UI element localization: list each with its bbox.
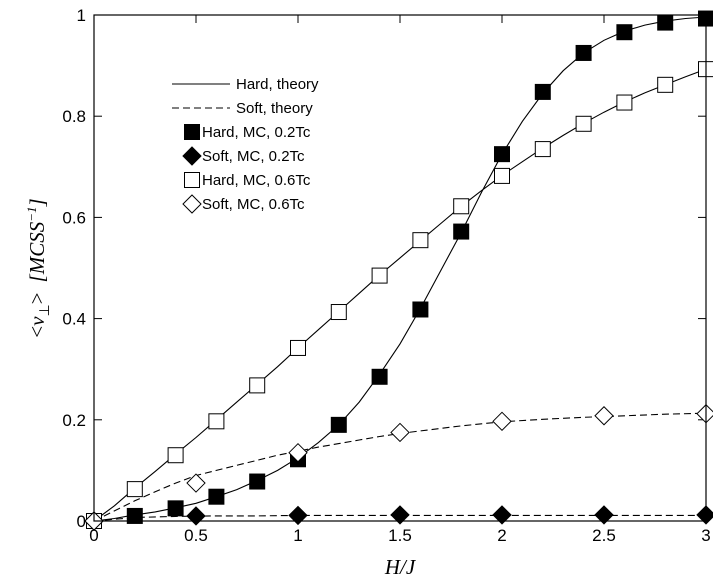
square-open-marker <box>371 267 388 284</box>
square-open-marker <box>126 481 143 498</box>
soft-theory-line <box>93 514 706 522</box>
square-open-marker <box>657 76 674 93</box>
square-filled-marker <box>534 83 551 100</box>
y-label-close: > <box>25 292 49 304</box>
square-filled-marker <box>126 507 143 524</box>
hard-theory-line <box>93 68 707 522</box>
square-open-marker <box>453 198 470 215</box>
x-tick-label: 0.5 <box>184 526 208 545</box>
y-label-open: < <box>25 326 49 338</box>
y-axis-label: <ν⊥> [MCSS−1] <box>24 198 53 337</box>
y-tick-labels: 0 0.2 0.4 0.6 0.8 1 <box>62 6 86 531</box>
y-tick-label: 1 <box>77 6 86 25</box>
square-filled-marker <box>330 416 347 433</box>
tick-marks <box>93 14 707 522</box>
square-filled-marker <box>657 14 674 31</box>
legend-marker-sample <box>184 124 200 140</box>
mc-markers <box>84 10 713 531</box>
x-tick-label: 0 <box>89 526 98 545</box>
x-tick-label: 2 <box>497 526 506 545</box>
square-filled-marker <box>167 500 184 517</box>
soft-theory-line <box>93 412 707 522</box>
legend-entry-label: Hard, MC, 0.2Tc <box>202 124 311 141</box>
y-tick-label: 0 <box>77 512 86 531</box>
diamond-filled-marker <box>696 505 713 525</box>
legend-entry-label: Hard, MC, 0.6Tc <box>202 172 311 189</box>
legend-entry-label: Soft, MC, 0.6Tc <box>202 196 305 213</box>
diamond-filled-marker <box>594 505 614 525</box>
legend-entry-label: Soft, theory <box>236 100 313 117</box>
legend-marker-sample <box>182 146 202 166</box>
y-label-units-close: ] <box>25 198 49 207</box>
diamond-filled-marker <box>492 505 512 525</box>
hard-theory-line <box>93 16 707 522</box>
x-tick-label: 1.5 <box>388 526 412 545</box>
y-label-subscript: ⊥ <box>38 304 53 316</box>
square-filled-marker <box>249 473 266 490</box>
diamond-open-marker <box>390 422 410 443</box>
y-tick-label: 0.6 <box>62 208 86 227</box>
diamond-open-marker <box>288 442 308 463</box>
diamond-filled-marker <box>186 506 206 526</box>
diamond-open-marker <box>594 406 614 426</box>
y-tick-label: 0.4 <box>62 310 86 329</box>
square-filled-marker <box>371 368 388 385</box>
square-open-marker <box>494 167 510 184</box>
x-tick-labels: 0 0.5 1 1.5 2 2.5 3 <box>89 526 710 545</box>
legend-marker-sample <box>182 194 202 214</box>
square-open-marker <box>249 377 266 394</box>
y-label-symbol: ν <box>25 316 49 326</box>
square-filled-marker <box>453 223 470 240</box>
square-filled-marker <box>616 24 633 41</box>
x-tick-label: 3 <box>701 526 710 545</box>
square-open-marker <box>290 339 306 356</box>
square-open-marker <box>412 232 429 249</box>
diamond-filled-marker <box>288 505 308 526</box>
square-open-marker <box>330 304 347 321</box>
square-filled-marker <box>494 146 510 163</box>
diamond-open-marker <box>186 473 206 493</box>
legend-marker-sample <box>184 172 200 188</box>
y-label-units-exp: −1 <box>24 207 39 222</box>
y-tick-label: 0.2 <box>62 411 86 430</box>
x-axis-label: H/J <box>384 555 417 579</box>
x-tick-label: 2.5 <box>592 526 616 545</box>
square-filled-marker <box>412 301 429 318</box>
square-open-marker <box>208 413 225 430</box>
square-open-marker <box>534 141 551 158</box>
diamond-open-marker <box>492 411 512 432</box>
plot-frame <box>93 14 707 522</box>
square-filled-marker <box>575 44 592 61</box>
y-label-units: [MCSS <box>25 221 49 282</box>
square-open-marker <box>616 94 633 111</box>
diamond-filled-marker <box>390 505 410 525</box>
legend: Hard, theory Soft, theory Hard, MC, 0.2Tc S… <box>172 76 319 214</box>
legend-entry-label: Soft, MC, 0.2Tc <box>202 148 305 165</box>
square-open-marker <box>575 115 592 132</box>
square-open-marker <box>167 447 184 464</box>
y-tick-label: 0.8 <box>62 107 86 126</box>
legend-entry-label: Hard, theory <box>236 76 319 93</box>
theory-curves <box>93 16 707 522</box>
x-tick-label: 1 <box>293 526 302 545</box>
square-filled-marker <box>208 488 225 505</box>
